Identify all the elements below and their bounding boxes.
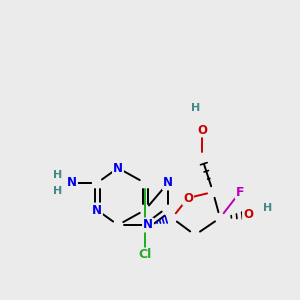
Text: O: O [243,208,253,221]
Text: F: F [236,185,244,199]
Text: O: O [197,124,207,136]
Text: H: H [53,170,63,180]
Text: H: H [53,186,63,196]
Text: O: O [183,191,193,205]
Text: H: H [263,203,273,213]
Text: H: H [191,103,201,113]
Text: N: N [163,176,173,190]
Text: N: N [67,176,77,190]
Text: N: N [92,203,102,217]
Text: Cl: Cl [138,248,152,262]
Text: N: N [113,161,123,175]
Text: N: N [143,218,153,232]
